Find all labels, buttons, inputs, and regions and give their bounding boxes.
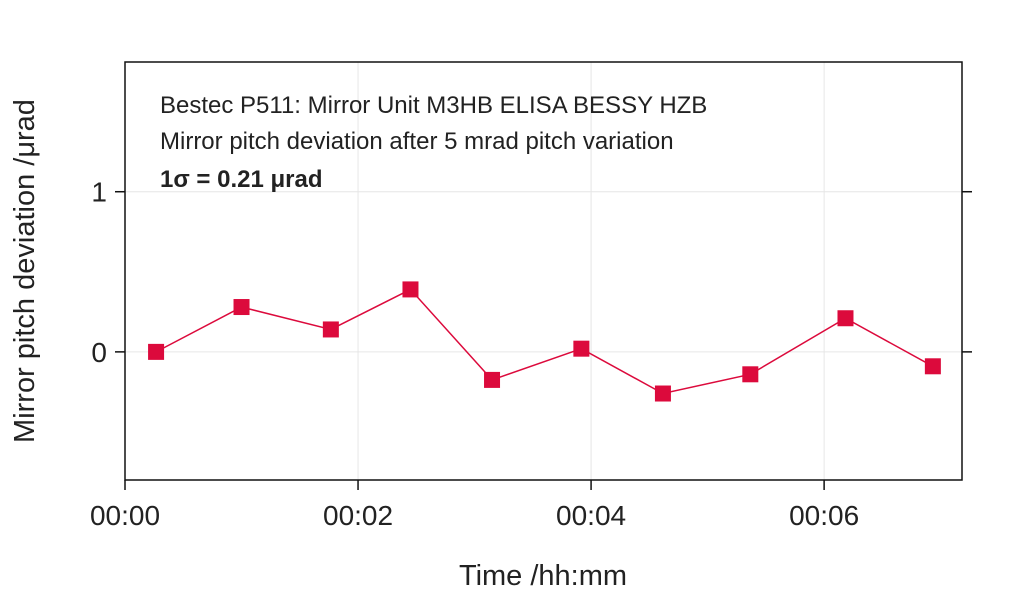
data-point: [742, 366, 759, 383]
x-tick-label: 00:02: [323, 500, 393, 531]
y-tick-label: 1: [91, 177, 107, 208]
data-point: [573, 340, 590, 357]
data-point: [402, 281, 419, 298]
x-tick-label: 00:00: [90, 500, 160, 531]
y-axis-label: Mirror pitch deviation /μrad: [9, 99, 41, 443]
x-tick-label: 00:04: [556, 500, 626, 531]
data-point: [924, 358, 941, 375]
data-point: [654, 385, 671, 402]
data-point: [233, 299, 250, 316]
annotation-line-3: 1σ = 0.21 μrad: [160, 166, 323, 193]
series-line: [155, 288, 934, 395]
x-axis-label: Time /hh:mm: [459, 560, 627, 592]
annotation-line-2: Mirror pitch deviation after 5 mrad pitc…: [160, 128, 674, 155]
grid: [124, 62, 962, 480]
data-point: [837, 310, 854, 327]
plot-frame: [124, 61, 963, 481]
data-point: [322, 321, 339, 338]
annotation-line-1: Bestec P511: Mirror Unit M3HB ELISA BESS…: [160, 92, 707, 119]
data-point: [148, 343, 165, 360]
x-tick-label: 00:06: [789, 500, 859, 531]
data-point: [484, 371, 501, 388]
y-tick-label: 0: [91, 337, 107, 368]
